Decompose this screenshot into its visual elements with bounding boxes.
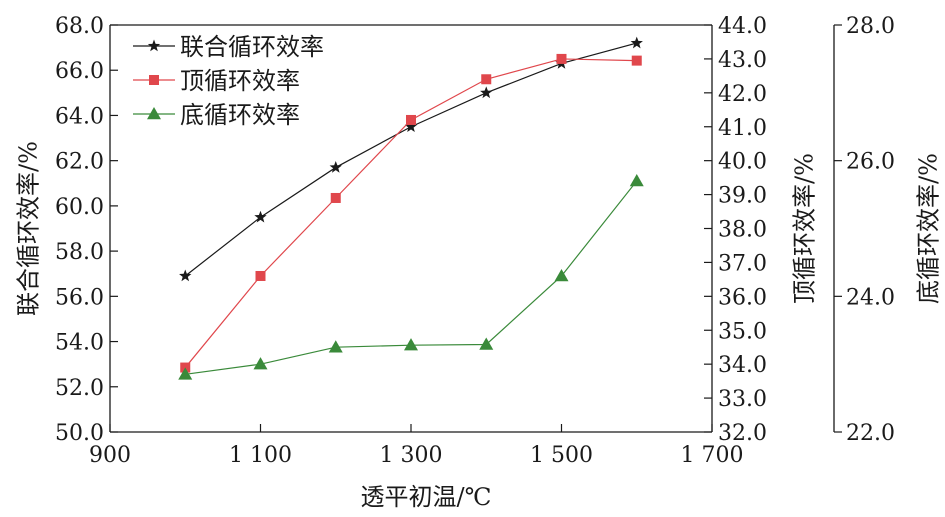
right1-y-tick-label: 34.0 [718,353,767,378]
left-y-tick-label: 68.0 [55,14,104,39]
series-layer [178,36,644,380]
right1-y-tick-label: 41.0 [718,116,767,141]
right1-y-tick-label: 44.0 [718,14,767,39]
right2-y-axis-title: 底循环效率/% [915,153,943,304]
legend-item-2: 顶循环效率 [133,67,300,95]
left-y-tick-label: 64.0 [55,104,104,129]
legend-item-3: 底循环效率 [133,101,300,129]
right2-y-tick-label: 24.0 [846,285,895,310]
data-point-triangle [178,367,193,380]
data-point-triangle [253,357,268,370]
x-tick-label: 1 500 [530,443,593,468]
right1-y-tick-label: 37.0 [718,251,767,276]
data-point-square [255,270,266,281]
data-point-triangle [479,337,494,350]
right1-y-tick-label: 36.0 [718,285,767,310]
legend-label: 联合循环效率 [180,33,324,61]
right1-y-tick-label: 32.0 [718,421,767,446]
left-y-tick-label: 60.0 [55,195,104,220]
series-2 [180,53,642,373]
data-point-star [329,160,342,173]
right2-y-tick-label: 26.0 [846,150,895,175]
left-y-tick-label: 52.0 [55,376,104,401]
data-point-square [481,74,492,85]
data-point-star [404,120,418,133]
left-y-axis-title: 联合循环效率/% [15,141,43,316]
left-y-tick-label: 56.0 [55,285,104,310]
right2-y-tick-label: 22.0 [846,421,895,446]
series-3 [178,174,644,380]
left-y-tick-label: 54.0 [55,331,104,356]
right1-y-tick-label: 35.0 [718,319,767,344]
data-point-square [330,192,341,203]
left-y-tick-label: 50.0 [55,421,104,446]
data-point-star [480,86,493,99]
axes-layer: 900 1 100 1 300 1 500 1 700 50.0 52.0 54.0 56.0 5… [15,14,943,511]
legend-marker-triangle [147,107,161,120]
legend-label: 底循环效率 [180,101,300,129]
data-point-triangle [554,268,569,282]
right1-y-tick-label: 39.0 [718,184,767,209]
x-tick-label: 900 [89,443,131,468]
data-point-star [630,36,643,49]
left-y-tick-label: 62.0 [55,150,104,175]
x-tick-label: 1 700 [681,443,744,468]
legend-marker-square [149,75,159,85]
right1-y-tick-label: 33.0 [718,387,767,412]
data-point-star [254,210,267,223]
legend-marker-star [147,39,161,52]
right2-y-tick-label: 28.0 [846,14,895,39]
data-point-triangle [328,340,343,353]
x-axis-title: 透平初温/℃ [361,483,492,511]
legend-item-1: 联合循环效率 [133,33,324,61]
right1-y-tick-label: 40.0 [718,150,767,175]
data-point-triangle [629,174,644,187]
left-y-tick-label: 66.0 [55,59,104,84]
legend-label: 顶循环效率 [180,67,300,95]
data-point-square [406,114,416,125]
right1-y-axis-title: 顶循环效率/% [791,153,819,304]
data-point-square [631,55,642,66]
data-point-star [179,269,192,282]
data-point-square [556,53,567,64]
right1-y-tick-label: 42.0 [718,82,767,107]
left-y-tick-label: 58.0 [55,240,104,265]
right1-y-tick-label: 43.0 [718,48,767,73]
x-tick-label: 1 100 [229,443,292,468]
right1-y-tick-label: 38.0 [718,218,767,243]
data-point-triangle [404,338,418,351]
x-tick-label: 1 300 [380,443,443,468]
